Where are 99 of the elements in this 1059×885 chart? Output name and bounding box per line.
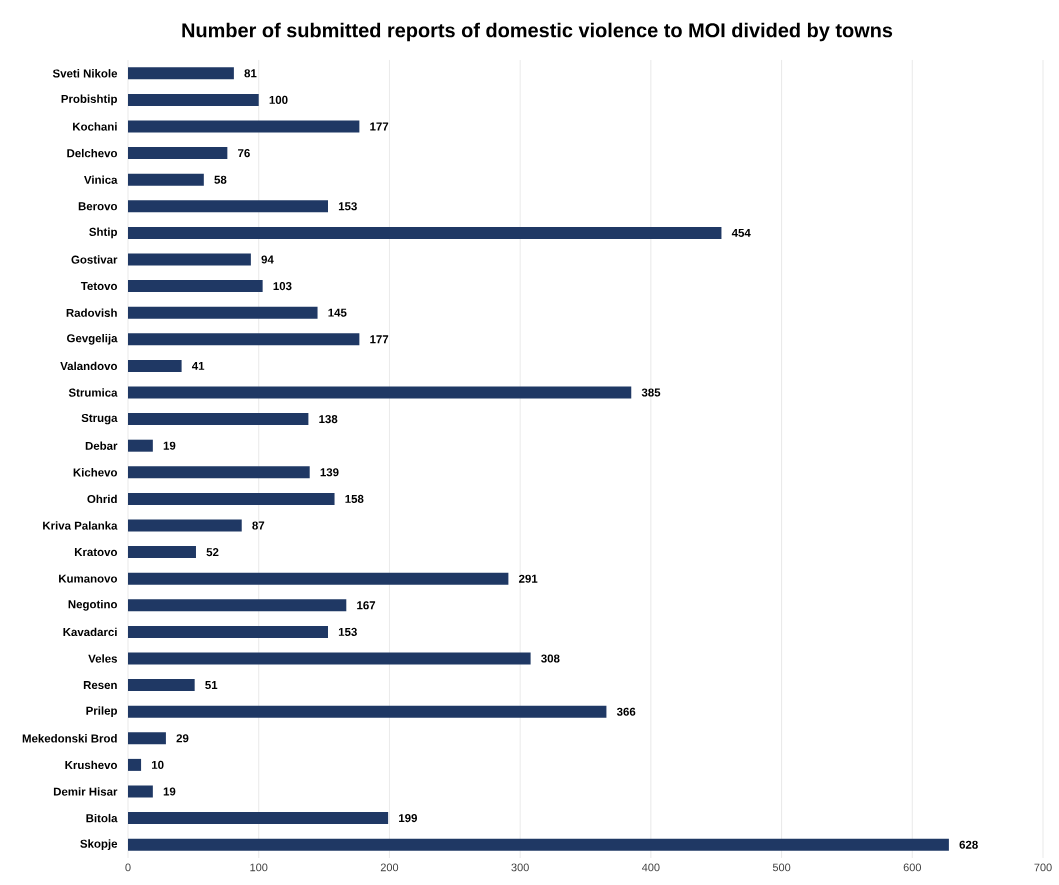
data-label: 41: [191, 361, 205, 370]
data-label: 51: [205, 681, 218, 690]
data-label: 58: [214, 175, 227, 184]
chart-title: Number of submitted reports of domestic violence to MOI divided by towns: [182, 22, 893, 42]
bar: [128, 359, 182, 372]
bar: [128, 226, 722, 239]
y-tick-label: Negotino: [68, 599, 118, 611]
data-label: 138: [319, 415, 338, 424]
bar: [128, 386, 632, 399]
bar: [128, 147, 228, 160]
x-tick-label: 0: [125, 863, 131, 872]
data-label: 167: [357, 601, 376, 610]
y-tick-label: Resen: [83, 681, 117, 690]
data-label: 19: [163, 441, 176, 450]
y-tick-label: Struga: [81, 413, 118, 425]
data-label: 81: [244, 69, 257, 78]
data-label: 158: [345, 494, 364, 503]
y-tick-label: Delchevo: [67, 148, 118, 158]
bar: [128, 625, 328, 638]
bar: [128, 599, 347, 612]
data-label: 10: [152, 760, 164, 769]
y-tick-label: Strumica: [68, 388, 118, 397]
y-tick-label: Ohrid: [87, 494, 117, 504]
data-label: 52: [206, 548, 219, 557]
x-tick-label: 100: [250, 863, 268, 872]
bar: [128, 200, 328, 213]
bar: [128, 652, 531, 665]
data-label: 366: [616, 707, 636, 716]
y-tick-label: Vinica: [84, 175, 118, 184]
bar: [128, 413, 309, 426]
data-label: 145: [328, 308, 347, 317]
data-label: 291: [518, 574, 538, 583]
y-tick-label: Kumanovo: [59, 574, 118, 583]
x-tick-label: 500: [772, 863, 791, 872]
bar: [128, 120, 360, 133]
data-label: 177: [370, 335, 389, 344]
bar: [128, 812, 389, 825]
bar: [128, 492, 335, 505]
y-tick-label: Probishtip: [61, 94, 118, 106]
data-label: 94: [261, 255, 274, 264]
y-tick-label: Sveti Nikole: [52, 69, 118, 78]
y-tick-label: Mekedonski Brod: [22, 734, 117, 743]
data-label: 153: [338, 202, 357, 211]
data-label: 153: [338, 627, 357, 636]
y-tick-label: Demir Hisar: [53, 787, 118, 796]
bar: [128, 732, 166, 745]
y-tick-label: Radovish: [66, 308, 117, 317]
x-tick-label: 700: [1034, 863, 1052, 872]
bar: [128, 306, 318, 319]
bar: [128, 466, 310, 479]
y-tick-label: Kriva Palanka: [43, 521, 118, 530]
bar: [128, 546, 196, 559]
y-tick-label: Kavadarci: [63, 627, 117, 637]
bar: [128, 572, 509, 585]
bar: [128, 785, 153, 798]
data-label: 454: [731, 228, 751, 237]
y-tick-label: Shtip: [89, 227, 118, 239]
bar: [128, 679, 195, 692]
y-tick-label: Kratovo: [74, 548, 118, 557]
y-tick-label: Kochani: [73, 122, 117, 131]
data-label: 87: [252, 521, 265, 530]
bar: [128, 253, 251, 266]
y-tick-label: Skopje: [80, 839, 118, 851]
y-tick-label: Gostivar: [71, 255, 118, 264]
data-label: 308: [541, 654, 560, 663]
x-tick-label: 200: [380, 863, 399, 872]
data-label: 76: [238, 149, 250, 158]
y-tick-label: Tetovo: [80, 282, 118, 291]
x-tick-label: 600: [903, 863, 921, 872]
bar: [128, 280, 263, 293]
bar: [128, 439, 153, 452]
x-tick-label: 400: [641, 863, 660, 872]
bar: [128, 173, 204, 186]
data-label: 100: [269, 95, 288, 104]
bar: [128, 838, 949, 851]
y-tick-label: Krushevo: [65, 760, 118, 770]
bar: [128, 333, 360, 346]
data-label: 139: [320, 468, 339, 477]
data-label: 19: [163, 787, 176, 796]
data-label: 103: [273, 282, 292, 291]
y-tick-label: Berovo: [78, 202, 118, 211]
x-tick-label: 300: [511, 863, 529, 872]
y-tick-label: Gevgelija: [67, 333, 118, 345]
bar: [128, 758, 142, 771]
y-tick-label: Kichevo: [73, 468, 118, 477]
y-tick-label: Veles: [88, 654, 118, 663]
data-label: 199: [399, 814, 418, 823]
y-tick-label: Prilep: [86, 706, 118, 718]
bar: [128, 67, 234, 80]
y-tick-label: Debar: [85, 441, 118, 450]
y-tick-label: Valandovo: [60, 361, 118, 371]
data-label: 385: [641, 388, 661, 397]
bar: [128, 93, 259, 106]
data-label: 628: [959, 840, 978, 849]
bar: [128, 519, 242, 532]
bar: [128, 705, 607, 718]
data-label: 29: [176, 734, 189, 743]
y-tick-label: Bitola: [86, 813, 118, 823]
data-label: 177: [370, 122, 389, 131]
